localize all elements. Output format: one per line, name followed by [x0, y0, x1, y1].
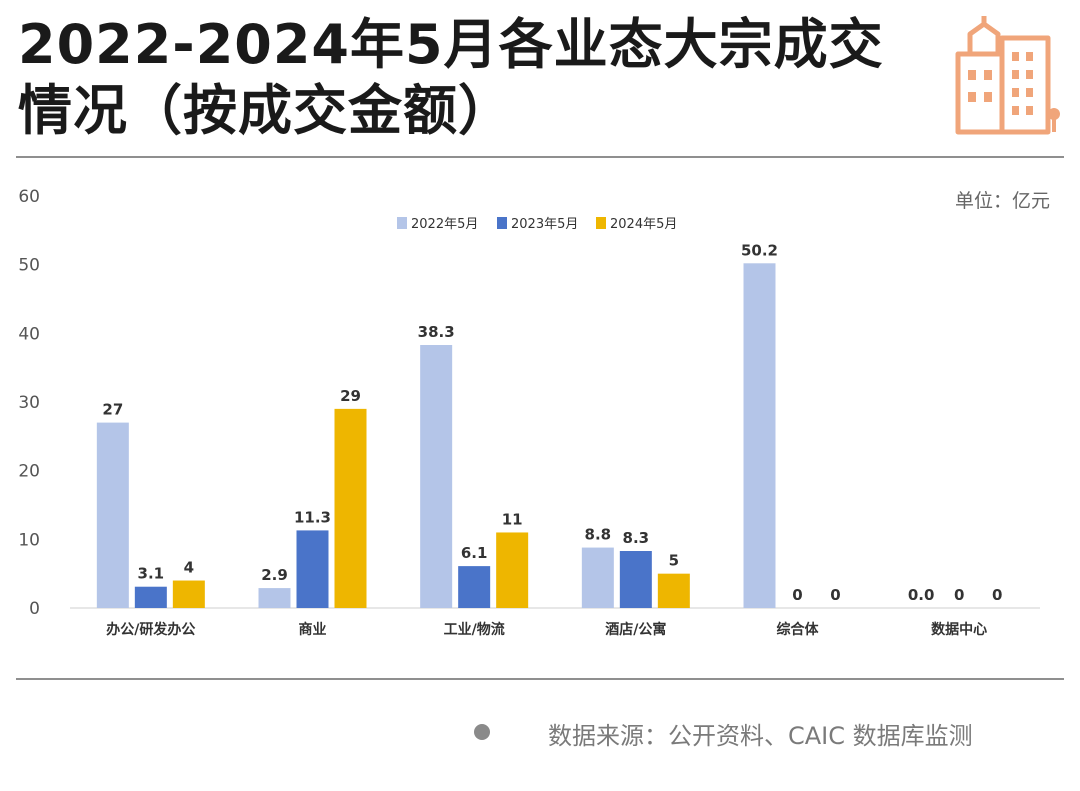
- data-label: 29: [340, 387, 361, 405]
- data-label: 11: [502, 510, 523, 528]
- bar: [619, 551, 652, 608]
- x-tick-label: 酒店/公寓: [605, 621, 666, 638]
- data-label: 11.3: [294, 508, 331, 526]
- bar: [581, 547, 614, 608]
- y-tick-label: 10: [18, 530, 40, 550]
- x-tick-label: 办公/研发办公: [106, 621, 195, 638]
- x-tick-label: 综合体: [777, 621, 820, 638]
- data-label: 5: [669, 552, 679, 570]
- bar: [334, 408, 367, 608]
- bullet-dot-icon: [474, 724, 490, 740]
- legend-label: 2023年5月: [511, 217, 578, 232]
- page-title: 2022-2024年5月各业态大宗成交情况（按成交金额）: [18, 13, 884, 142]
- bottom-divider: [16, 678, 1064, 680]
- legend-label: 2022年5月: [411, 217, 478, 232]
- data-label: 3.1: [138, 565, 165, 583]
- top-divider: [16, 156, 1064, 158]
- building-icon: [955, 16, 1060, 135]
- bar: [296, 530, 329, 608]
- bar: [458, 566, 491, 608]
- data-label: 0: [992, 586, 1002, 604]
- unit-label: 单位：亿元: [954, 190, 1050, 212]
- data-label: 6.1: [461, 544, 488, 562]
- data-label: 0.0: [908, 586, 935, 604]
- data-label: 38.3: [418, 323, 455, 341]
- x-tick-label: 数据中心: [931, 621, 987, 638]
- bar: [496, 532, 529, 608]
- bar: [134, 586, 167, 608]
- x-tick-label: 商业: [299, 621, 327, 638]
- bar: [96, 422, 129, 608]
- y-tick-label: 60: [18, 187, 40, 207]
- data-label: 0: [954, 586, 964, 604]
- data-label: 27: [102, 401, 123, 419]
- y-tick-label: 40: [18, 324, 40, 344]
- data-label: 0: [792, 586, 802, 604]
- data-label: 4: [184, 559, 194, 577]
- bar: [172, 580, 205, 608]
- y-tick-label: 50: [18, 256, 40, 276]
- data-label: 50.2: [741, 241, 778, 259]
- legend-swatch: [596, 217, 606, 229]
- bar: [657, 573, 690, 608]
- bar: [743, 263, 776, 608]
- bar: [258, 588, 291, 608]
- legend-swatch: [497, 217, 507, 229]
- bar: [420, 345, 453, 608]
- source-note: 数据来源：公开资料、CAIC 数据库监测: [548, 722, 973, 750]
- data-label: 8.3: [623, 529, 650, 547]
- legend-label: 2024年5月: [610, 217, 677, 232]
- data-label: 8.8: [585, 526, 612, 544]
- legend-swatch: [397, 217, 407, 229]
- y-tick-label: 20: [18, 462, 40, 482]
- x-tick-label: 工业/物流: [444, 621, 505, 638]
- y-tick-label: 30: [18, 393, 40, 413]
- data-label: 0: [830, 586, 840, 604]
- data-label: 2.9: [261, 566, 288, 584]
- y-tick-label: 0: [29, 599, 40, 619]
